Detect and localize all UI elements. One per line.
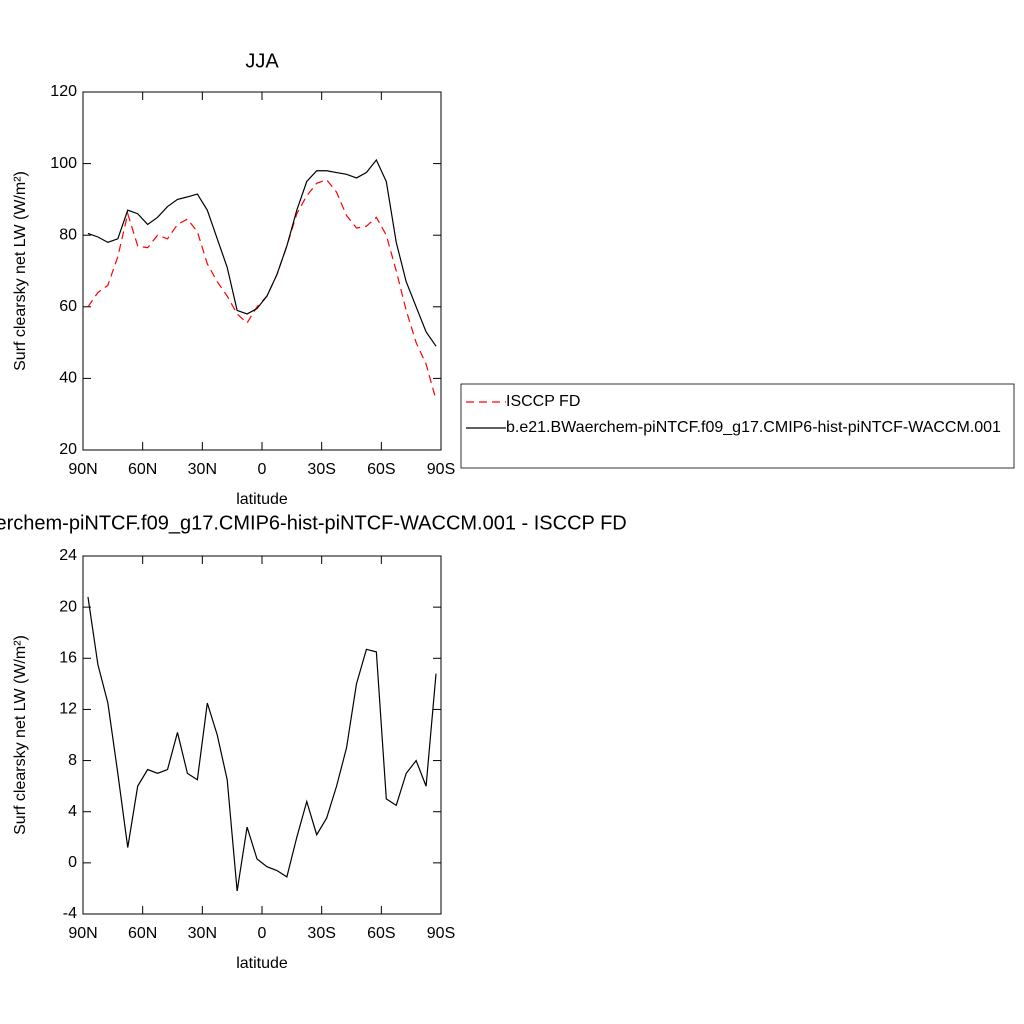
- legend-label: ISCCP FD: [506, 393, 580, 410]
- y-tick-label: 60: [59, 298, 77, 315]
- x-tick-label: 30N: [188, 461, 217, 478]
- legend-label: b.e21.BWaerchem-piNTCF.f09_g17.CMIP6-his…: [506, 419, 1001, 436]
- plot-frame: [82, 555, 442, 915]
- x-tick-label: 30S: [307, 461, 335, 478]
- x-tick-label: 60N: [128, 925, 157, 942]
- x-axis-label: latitude: [236, 955, 288, 972]
- y-tick-label: 0: [68, 854, 77, 871]
- chart-title: JJA: [245, 50, 279, 72]
- data-line: [87, 158, 437, 347]
- y-tick-label: 20: [59, 598, 77, 615]
- y-tick-label: 24: [59, 547, 77, 564]
- y-tick-label: -4: [63, 905, 77, 922]
- x-tick-label: 60N: [128, 461, 157, 478]
- y-tick-label: 12: [59, 701, 77, 718]
- data-line: [87, 596, 437, 892]
- y-axis-label: Surf clearsky net LW (W/m²): [12, 171, 29, 371]
- x-tick-label: 90N: [68, 925, 97, 942]
- y-tick-label: 100: [50, 155, 77, 172]
- x-tick-label: 60S: [367, 461, 395, 478]
- y-axis-label: Surf clearsky net LW (W/m²): [12, 635, 29, 835]
- x-tick-label: 0: [258, 461, 267, 478]
- y-tick-label: 8: [68, 752, 77, 769]
- y-tick-label: 120: [50, 83, 77, 100]
- x-tick-label: 30N: [188, 925, 217, 942]
- data-line: [87, 178, 437, 401]
- x-tick-label: 90S: [427, 461, 455, 478]
- x-tick-label: 90N: [68, 461, 97, 478]
- y-tick-label: 4: [68, 803, 77, 820]
- plot-frame: [82, 91, 442, 451]
- y-tick-label: 20: [59, 441, 77, 458]
- legend-box: [460, 383, 1015, 469]
- x-tick-label: 0: [258, 925, 267, 942]
- x-tick-label: 30S: [307, 925, 335, 942]
- x-tick-label: 90S: [427, 925, 455, 942]
- x-tick-label: 60S: [367, 925, 395, 942]
- y-tick-label: 40: [59, 370, 77, 387]
- x-axis-label: latitude: [236, 491, 288, 508]
- chart-title: b.e21.BWaerchem-piNTCF.f09_g17.CMIP6-his…: [0, 512, 627, 534]
- y-tick-label: 16: [59, 650, 77, 667]
- y-tick-label: 80: [59, 226, 77, 243]
